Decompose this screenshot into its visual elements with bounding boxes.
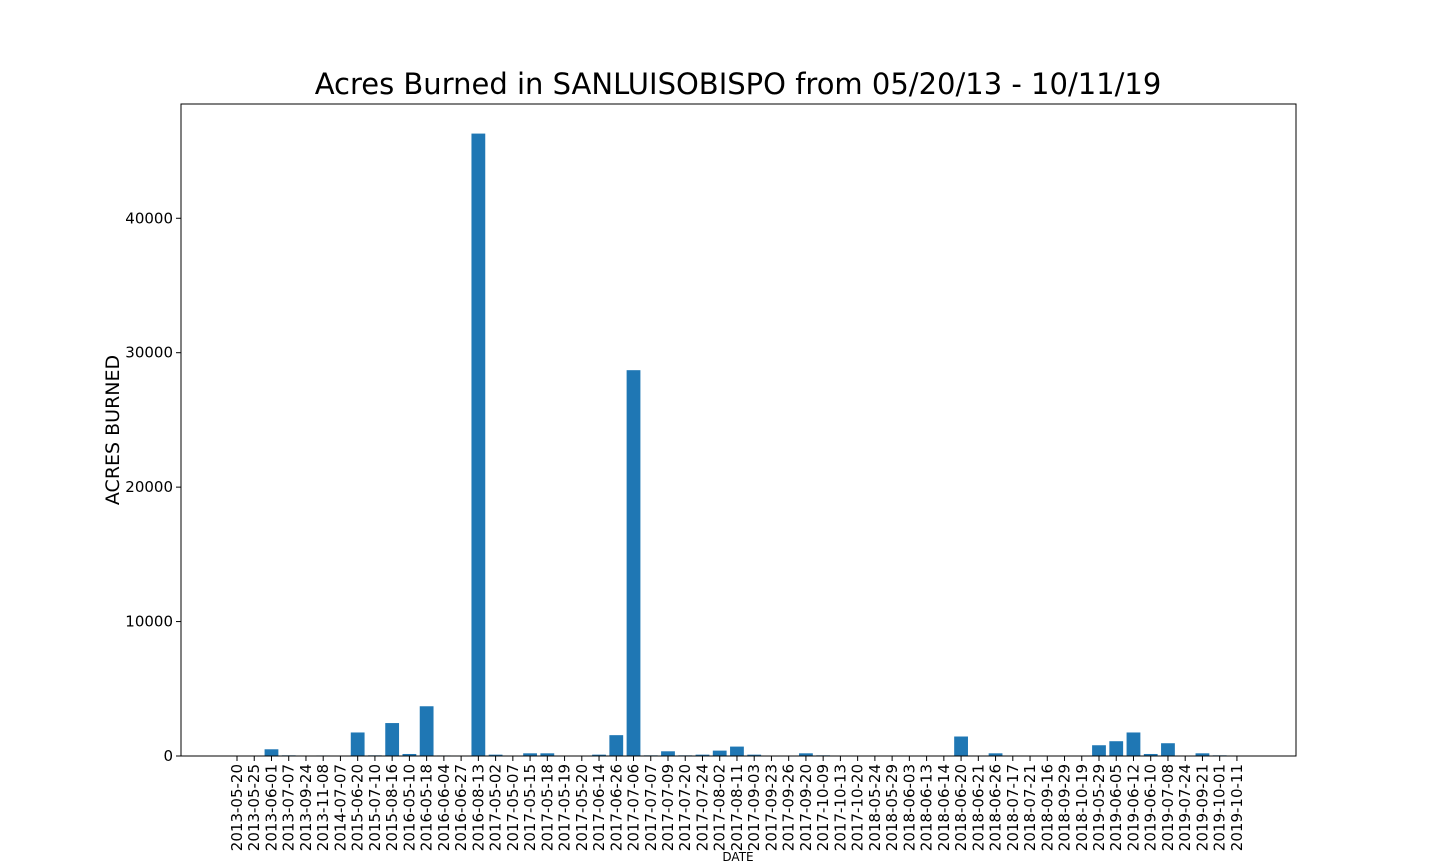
x-tick-label: 2016-08-13 [469,764,487,851]
bar-2017-05-15 [523,753,537,756]
bar-2017-09-03 [747,754,762,756]
bar-2017-08-11 [730,746,744,756]
x-tick-label: 2017-07-09 [659,764,677,851]
x-tick-label: 2013-06-01 [262,764,280,851]
x-axis-label: DATE [722,850,753,864]
x-tick-label: 2019-07-08 [1159,764,1177,851]
x-tick-label: 2017-05-18 [538,764,556,851]
bar-2017-07-06 [626,370,641,756]
x-tick-label: 2019-10-01 [1211,764,1229,851]
bar-2016-05-10 [402,753,417,756]
x-tick-label: 2017-09-26 [780,764,798,851]
y-tick-label: 0 [163,747,173,765]
bar-2017-05-18 [540,753,555,756]
bar-2016-05-18 [419,706,434,756]
y-tick-label: 20000 [125,478,173,496]
y-axis-label: ACRES BURNED [102,355,124,505]
x-tick-label: 2016-06-27 [452,764,470,851]
x-tick-label: 2017-10-13 [831,764,849,851]
x-tick-label: 2019-10-11 [1228,764,1246,851]
x-ticks-group: 2013-05-20 2013-05-25 2013-06-01 2013-07-07… [228,756,1246,851]
y-tick-label: 10000 [125,613,173,631]
x-tick-label: 2017-10-09 [814,764,832,851]
x-tick-label: 2018-06-14 [935,764,953,851]
bar-2018-06-26 [988,753,1003,756]
x-tick-label: 2018-06-21 [969,764,987,851]
bar-2019-07-08 [1161,743,1175,756]
x-tick-label: 2013-11-08 [314,764,332,851]
x-tick-label: 2017-05-15 [521,764,539,851]
x-tick-label: 2013-05-25 [245,764,263,851]
x-tick-label: 2019-05-29 [1090,764,1108,851]
x-tick-label: 2017-06-14 [590,764,608,851]
x-tick-label: 2013-09-24 [297,764,315,851]
bar-2019-06-10 [1143,753,1158,756]
x-tick-label: 2017-07-24 [693,764,711,851]
x-tick-label: 2016-05-18 [418,764,436,851]
bar-2017-08-02 [712,750,727,756]
y-tick-label: 30000 [125,344,173,362]
plot-frame [180,103,1297,757]
x-tick-label: 2015-06-20 [349,764,367,851]
bars-group [230,133,1244,756]
x-tick-label: 2015-07-10 [366,764,384,851]
bar-2017-06-26 [609,735,624,756]
x-tick-label: 2017-05-07 [504,764,522,851]
bar-2017-06-14 [592,754,606,756]
bar-2019-05-29 [1092,745,1106,756]
bar-2019-06-05 [1109,741,1124,756]
x-tick-label: 2019-09-21 [1193,764,1211,851]
x-tick-label: 2018-09-16 [1038,764,1056,851]
y-ticks-group: 0 10000 20000 30000 40000 [125,209,181,765]
x-tick-label: 2017-07-06 [625,764,643,851]
x-tick-label: 2018-07-21 [1021,764,1039,851]
x-tick-label: 2018-06-03 [900,764,918,851]
x-tick-label: 2017-10-20 [849,764,867,851]
chart-title: Acres Burned in SANLUISOBISPO from 05/20… [315,67,1162,101]
bar-2016-08-13 [471,133,486,756]
x-tick-label: 2018-05-29 [883,764,901,851]
x-tick-label: 2017-08-11 [728,764,746,851]
bar-2013-06-01 [264,749,279,756]
x-tick-label: 2016-06-04 [435,764,453,851]
x-tick-label: 2013-05-20 [228,764,246,851]
x-tick-label: 2015-08-16 [383,764,401,851]
x-tick-label: 2017-09-03 [745,764,763,851]
x-tick-label: 2017-05-20 [573,764,591,851]
x-tick-label: 2018-06-26 [987,764,1005,851]
x-tick-label: 2018-10-19 [1073,764,1091,851]
x-tick-label: 2017-05-19 [556,764,574,851]
bar-2017-09-20 [799,753,813,756]
bar-2019-09-21 [1195,753,1210,756]
x-tick-label: 2017-09-23 [762,764,780,851]
bar-2017-05-02 [488,754,503,756]
x-tick-label: 2017-07-20 [676,764,694,851]
x-tick-label: 2019-06-12 [1124,764,1142,851]
x-tick-label: 2013-07-07 [280,764,298,851]
x-tick-label: 2018-09-29 [1056,764,1074,851]
x-tick-label: 2017-09-20 [797,764,815,851]
x-tick-label: 2019-06-05 [1107,764,1125,851]
x-tick-label: 2017-07-07 [642,764,660,851]
x-tick-label: 2016-05-10 [400,764,418,851]
x-tick-label: 2017-06-26 [607,764,625,851]
x-tick-label: 2017-08-02 [711,764,729,851]
bar-2015-06-20 [350,732,365,756]
x-tick-label: 2018-06-20 [952,764,970,851]
bar-2017-07-09 [661,751,675,756]
x-tick-label: 2018-07-17 [1004,764,1022,851]
x-tick-label: 2018-06-13 [918,764,936,851]
x-tick-label: 2018-05-24 [866,764,884,851]
x-tick-label: 2019-06-10 [1142,764,1160,851]
x-tick-label: 2019-07-24 [1176,764,1194,851]
bar-2019-06-12 [1126,732,1141,756]
bar-2018-06-20 [954,736,968,756]
bar-2015-08-16 [385,723,400,756]
x-tick-label: 2014-07-07 [331,764,349,851]
y-tick-label: 40000 [125,209,173,227]
bar-2017-07-24 [695,754,710,756]
x-tick-label: 2017-05-02 [487,764,505,851]
